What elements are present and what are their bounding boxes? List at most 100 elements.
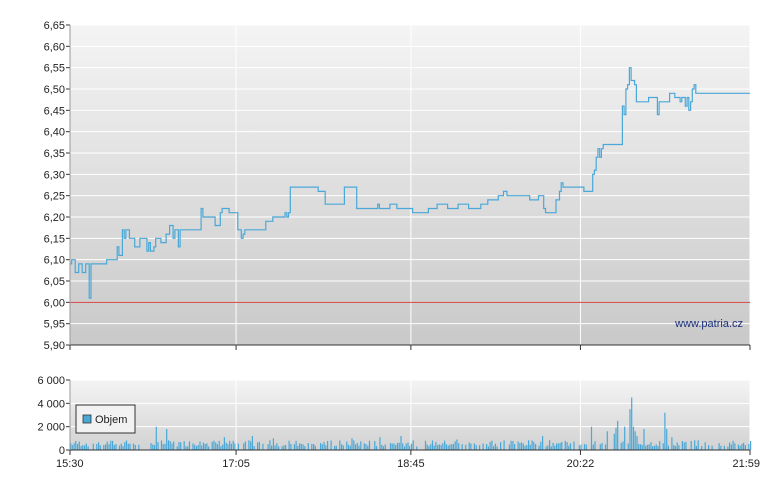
watermark: www.patria.cz xyxy=(674,318,743,330)
volume-bar xyxy=(71,445,73,450)
volume-bar xyxy=(185,446,187,450)
volume-bar xyxy=(204,444,206,450)
price-y-tick-label: 6,55 xyxy=(44,63,65,75)
volume-bar xyxy=(503,440,505,450)
volume-bar xyxy=(164,443,166,450)
volume-bar xyxy=(132,443,135,450)
volume-bar xyxy=(454,441,456,450)
volume-bar xyxy=(535,444,537,450)
volume-bar xyxy=(213,440,215,450)
volume-bar xyxy=(118,445,121,450)
price-y-tick-label: 6,20 xyxy=(44,212,65,224)
volume-bar xyxy=(106,441,108,450)
volume-bar xyxy=(491,440,493,450)
volume-bar xyxy=(267,444,269,450)
volume-bar xyxy=(468,442,470,450)
volume-bar xyxy=(283,445,285,450)
volume-bar xyxy=(678,445,680,450)
volume-bar xyxy=(311,443,313,450)
volume-bar xyxy=(493,446,495,450)
volume-bar xyxy=(566,442,568,450)
price-y-tick-label: 6,35 xyxy=(44,148,65,160)
price-y-tick-label: 6,15 xyxy=(44,233,65,245)
volume-bar xyxy=(639,444,642,450)
volume-bar xyxy=(276,443,278,450)
volume-bar xyxy=(82,445,84,450)
volume-bar xyxy=(368,440,371,450)
volume-bar xyxy=(225,442,227,450)
volume-bar xyxy=(632,426,635,450)
volume-bar xyxy=(620,442,622,450)
price-y-tick-label: 6,30 xyxy=(44,169,65,181)
price-y-tick-label: 6,10 xyxy=(44,255,65,267)
volume-bar xyxy=(522,443,524,450)
volume-bar xyxy=(183,441,185,450)
volume-bar xyxy=(741,444,743,450)
volume-bar xyxy=(323,441,325,450)
volume-bar xyxy=(250,441,252,450)
price-y-tick-label: 6,40 xyxy=(44,127,65,139)
volume-bar xyxy=(659,441,661,450)
volume-bar xyxy=(248,440,250,450)
volume-bar xyxy=(708,445,710,450)
volume-bar xyxy=(129,443,131,450)
volume-bar xyxy=(547,445,549,450)
volume-bar xyxy=(734,443,736,450)
volume-bar xyxy=(108,444,110,450)
volume-bar xyxy=(514,444,516,450)
volume-bar xyxy=(636,436,638,450)
volume-bar xyxy=(367,445,369,450)
volume-bar xyxy=(346,441,348,450)
volume-bar xyxy=(96,443,98,450)
volume-bar xyxy=(307,443,309,450)
volume-bar xyxy=(412,440,414,450)
volume-bar xyxy=(451,444,453,450)
x-tick-label: 18:45 xyxy=(397,458,425,470)
volume-bar xyxy=(447,445,449,450)
volume-bar xyxy=(438,444,440,450)
x-tick-label: 21:59 xyxy=(732,458,760,470)
volume-bar xyxy=(531,440,533,450)
volume-bar xyxy=(229,440,231,450)
volume-bar xyxy=(739,445,741,450)
volume-bar xyxy=(232,440,234,450)
volume-bar xyxy=(313,444,315,450)
volume-bar xyxy=(194,444,196,450)
volume-y-tick-label: 4 000 xyxy=(37,398,65,410)
volume-bar xyxy=(222,444,224,450)
price-y-tick-label: 5,90 xyxy=(44,340,65,352)
volume-bar xyxy=(578,445,580,450)
volume-bar xyxy=(673,444,675,450)
volume-bar xyxy=(648,444,650,450)
volume-bar xyxy=(341,444,343,450)
volume-bar xyxy=(216,444,218,450)
volume-bar xyxy=(452,443,454,450)
volume-bar xyxy=(479,445,481,450)
volume-bar xyxy=(494,443,496,450)
volume-bar xyxy=(666,429,668,450)
volume-bar xyxy=(729,442,731,450)
volume-bar xyxy=(482,443,484,450)
volume-bar xyxy=(274,445,276,450)
price-panel: 6,65 6,60 6,55 6,50 6,45 6,40 6,35 6,30 6,25 6,20… xyxy=(44,20,751,352)
volume-bar xyxy=(347,444,350,450)
volume-bar xyxy=(461,444,463,450)
volume-bar xyxy=(285,445,287,450)
volume-bar xyxy=(78,441,80,450)
volume-bar xyxy=(508,444,510,450)
volume-bar xyxy=(327,440,329,450)
volume-bar xyxy=(120,443,122,450)
volume-bar xyxy=(351,438,353,450)
price-y-tick-label: 6,60 xyxy=(44,41,65,53)
volume-bar xyxy=(230,443,232,450)
volume-bar xyxy=(70,443,72,450)
volume-bar xyxy=(645,445,647,450)
volume-bar xyxy=(166,429,168,450)
volume-bar xyxy=(124,442,126,450)
volume-bar xyxy=(592,444,594,450)
volume-bar xyxy=(77,443,79,450)
volume-bar xyxy=(685,441,687,450)
volume-bar xyxy=(393,443,395,450)
price-y-tick-label: 6,50 xyxy=(44,84,65,96)
volume-bar xyxy=(583,444,586,450)
